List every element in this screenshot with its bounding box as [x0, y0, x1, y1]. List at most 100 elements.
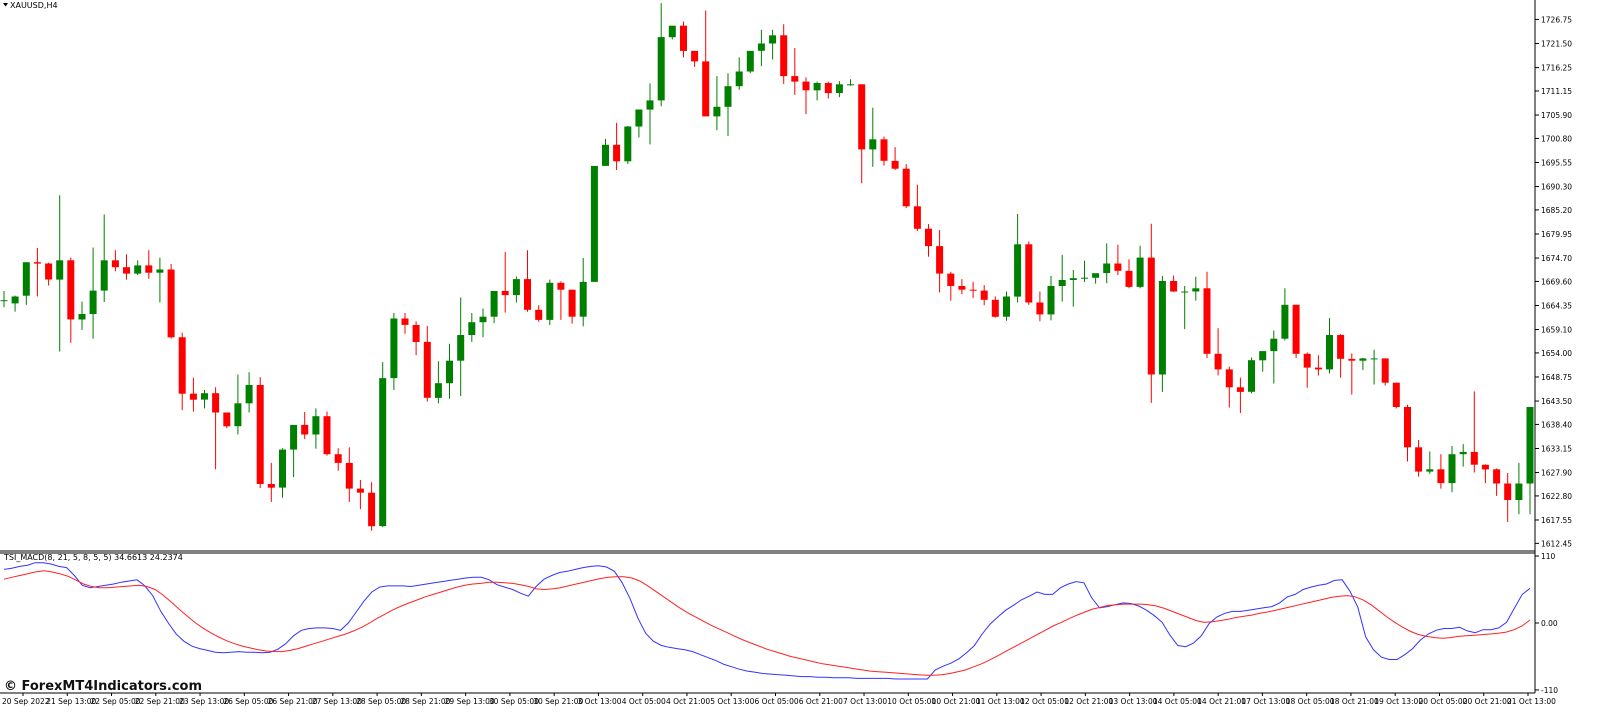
candle	[201, 390, 208, 409]
candle-body	[1158, 281, 1166, 375]
dropdown-triangle-icon[interactable]	[3, 3, 8, 7]
candle	[223, 412, 231, 429]
candle	[546, 279, 554, 325]
candle-body	[334, 454, 342, 463]
candle	[1181, 286, 1189, 330]
candle-body	[813, 83, 821, 91]
candle	[691, 50, 699, 67]
time-tick-label: 5 Oct 13:00	[710, 697, 754, 706]
candle	[490, 291, 498, 324]
price-tick-label: 1716.25	[1541, 64, 1572, 73]
candle-body	[356, 488, 364, 493]
time-tick-label: 4 Oct 05:00	[622, 697, 666, 706]
candle-body	[646, 100, 654, 110]
indicator-label: TSI_MACD(8, 21, 5, 8, 5, 5) 34.6613 24.2…	[3, 553, 183, 562]
candle-body	[969, 289, 977, 291]
time-tick-label: 11 Oct 13:00	[976, 697, 1025, 706]
candle-body	[111, 260, 119, 268]
watermark: © ForexMT4Indicators.com	[4, 679, 203, 694]
candle	[256, 377, 264, 489]
candle	[1326, 318, 1333, 374]
candle	[334, 448, 342, 471]
candle-body	[145, 265, 153, 273]
price-tick-label: 1721.50	[1541, 40, 1572, 49]
candle	[1136, 245, 1144, 289]
candle	[167, 264, 175, 339]
candle	[1203, 271, 1211, 358]
candle-body	[201, 393, 208, 400]
candle	[1114, 244, 1122, 275]
candle-body	[691, 50, 699, 62]
candle-body	[1326, 335, 1333, 370]
candle-body	[1225, 369, 1233, 388]
candle	[446, 343, 453, 399]
candle-body	[735, 71, 743, 87]
time-tick-label: 28 Sep 21:00	[400, 697, 450, 706]
time-tick-label: 12 Oct 21:00	[1064, 697, 1113, 706]
time-tick-label: 6 Oct 05:00	[755, 697, 799, 706]
candle	[535, 305, 543, 322]
candle	[312, 408, 320, 449]
candle-body	[512, 279, 520, 296]
candle	[1481, 464, 1489, 484]
price-tick-label: 1695.55	[1541, 158, 1572, 167]
candle-body	[657, 37, 665, 101]
candle	[1504, 473, 1512, 522]
candle	[1047, 275, 1055, 321]
candle-body	[1270, 338, 1278, 352]
candle	[33, 248, 41, 297]
candle-body	[858, 84, 866, 150]
candle-body	[1493, 469, 1501, 484]
candle	[724, 73, 732, 137]
candle-body	[245, 385, 253, 404]
candle-body	[791, 76, 799, 82]
candle	[746, 50, 754, 74]
candle	[1303, 352, 1311, 388]
candle	[434, 361, 442, 404]
candle-body	[412, 325, 420, 342]
candle-body	[123, 267, 130, 274]
time-tick-label: 14 Oct 05:00	[1153, 697, 1202, 706]
candle-body	[256, 385, 264, 484]
time-tick-label: 14 Oct 21:00	[1197, 697, 1246, 706]
candle	[1170, 275, 1178, 292]
candle-body	[423, 341, 431, 398]
candle	[1058, 254, 1066, 302]
candle	[1158, 275, 1166, 392]
candle-body	[379, 378, 387, 527]
candle-body	[1192, 288, 1200, 292]
candle	[423, 325, 431, 402]
candle	[735, 57, 743, 90]
candle-body	[1092, 273, 1100, 278]
price-tick-label: 1711.15	[1541, 87, 1572, 96]
candle	[1236, 377, 1244, 413]
candle-body	[869, 139, 877, 150]
candle-body	[212, 393, 220, 413]
candle	[947, 271, 955, 301]
candle-body	[1348, 358, 1356, 361]
candle	[1092, 273, 1100, 284]
candle-body	[680, 25, 687, 51]
time-tick-label: 22 Sep 05:00	[91, 697, 141, 706]
candle-body	[134, 265, 142, 274]
candle	[100, 214, 108, 302]
price-tick-label: 1664.35	[1541, 301, 1572, 310]
candle	[345, 447, 353, 502]
candle	[56, 195, 64, 352]
price-tick-label: 1679.95	[1541, 230, 1572, 239]
time-tick-label: 19 Oct 13:00	[1374, 697, 1423, 706]
candle	[1003, 291, 1010, 321]
candle	[613, 122, 621, 170]
candle	[824, 81, 832, 99]
candle-body	[1058, 280, 1066, 286]
candle	[869, 107, 877, 167]
candle	[356, 479, 364, 510]
candle-body	[1459, 451, 1467, 455]
candle-body	[1281, 304, 1289, 339]
candle-body	[746, 50, 754, 72]
candle	[579, 258, 587, 327]
candle-body	[757, 43, 765, 51]
candle	[557, 281, 565, 320]
candle-body	[568, 289, 576, 317]
